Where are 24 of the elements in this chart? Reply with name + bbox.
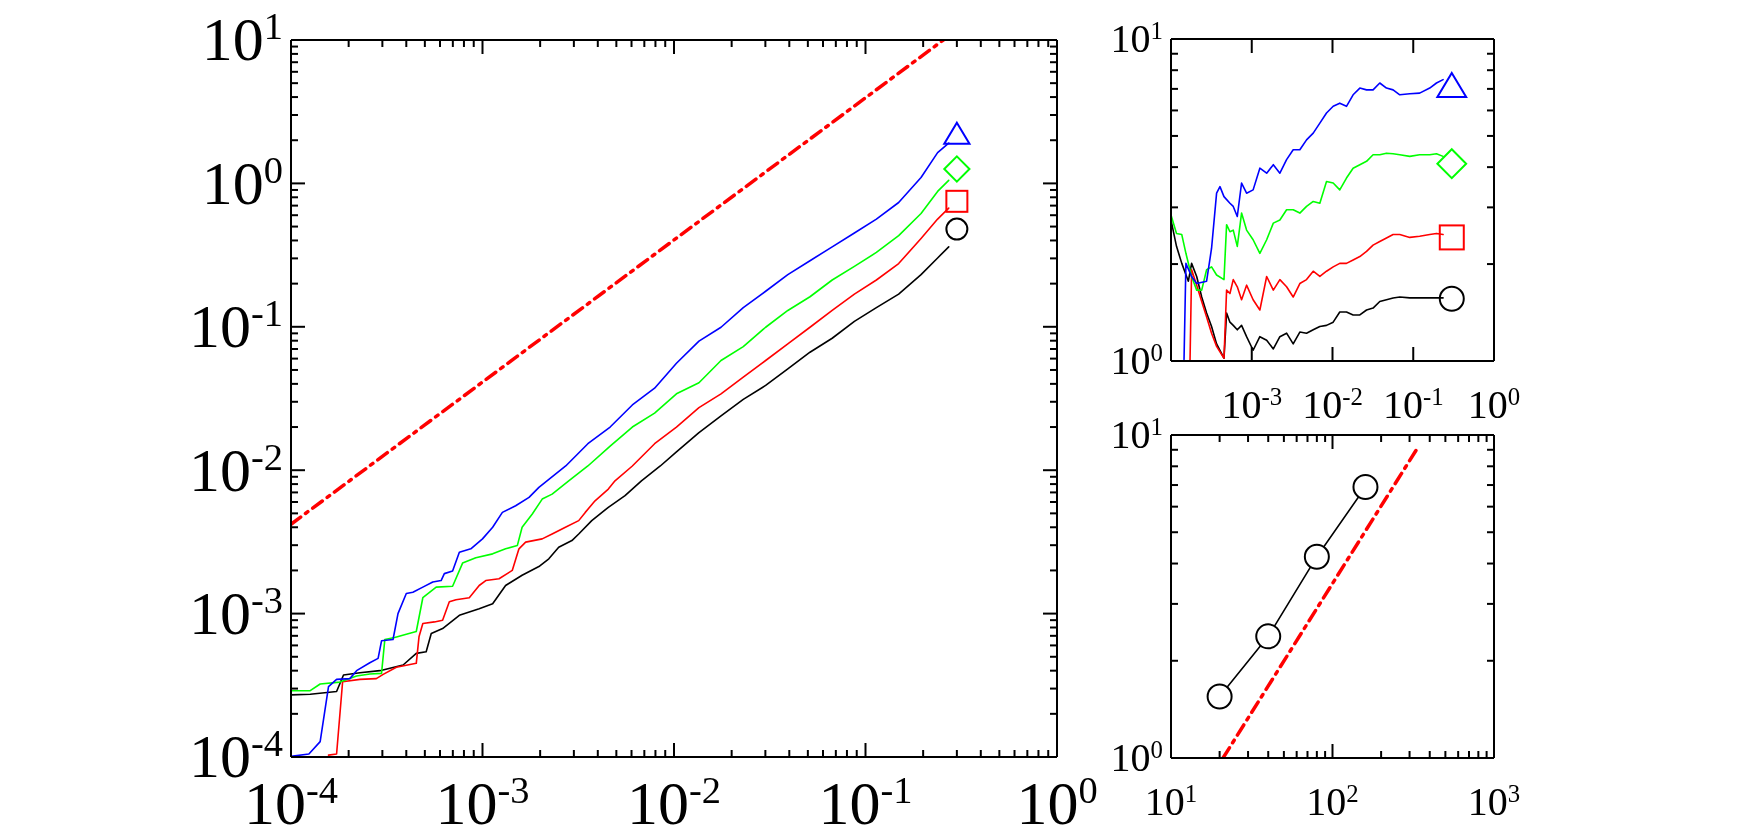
x-tick-label: 10$^{-1}$ [818,769,913,834]
y-tick-label: 10$^{1}$ [1110,412,1163,458]
x-tick-label: 10$^{-1}$ [1382,382,1444,427]
x-tick-label: 10$^{1}$ [1144,779,1198,824]
y-tick-label: 10$^{1}$ [1110,16,1163,62]
point [1206,683,1233,710]
x-tick-label: 10$^{0}$ [1016,769,1098,834]
y-tick-label: 10$^{-3}$ [188,579,283,648]
x-tick-label: 10$^{2}$ [1306,779,1359,824]
point [1255,623,1282,650]
point [1303,543,1330,570]
y-tick-label: 10$^{1}$ [201,5,283,74]
y-tick-label: 10$^{0}$ [1110,735,1163,781]
point [1352,474,1379,501]
x-tick-label: 10$^{-2}$ [626,769,722,834]
x-tick-label: 10$^{-2}$ [1302,382,1363,427]
x-tick-label: 10$^{0}$ [1467,382,1521,427]
x-tick-label: 10$^{-3}$ [1221,382,1283,427]
x-tick-label: 10$^{3}$ [1467,779,1521,824]
y-tick-label: 10$^{0}$ [1110,338,1163,384]
y-tick-label: 10$^{-2}$ [188,435,283,504]
y-tick-label: 10$^{-1}$ [188,292,283,361]
x-tick-label: 10$^{-3}$ [435,769,530,834]
y-tick-label: 10$^{0}$ [201,148,283,217]
